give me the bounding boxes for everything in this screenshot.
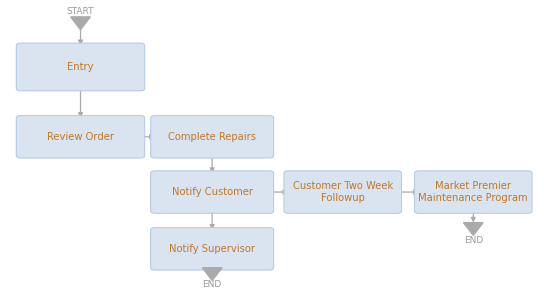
FancyBboxPatch shape: [151, 116, 274, 158]
Polygon shape: [463, 223, 483, 235]
Polygon shape: [202, 268, 222, 281]
Text: END: END: [202, 280, 222, 289]
FancyBboxPatch shape: [16, 116, 145, 158]
Text: END: END: [463, 236, 483, 244]
Text: Customer Two Week
Followup: Customer Two Week Followup: [293, 181, 393, 203]
Text: Review Order: Review Order: [47, 132, 114, 142]
Text: START: START: [67, 7, 94, 16]
Text: Market Premier
Maintenance Program: Market Premier Maintenance Program: [418, 181, 528, 203]
Text: Notify Customer: Notify Customer: [172, 187, 252, 197]
FancyBboxPatch shape: [415, 171, 532, 213]
Text: Entry: Entry: [67, 62, 94, 72]
FancyBboxPatch shape: [284, 171, 401, 213]
FancyBboxPatch shape: [151, 171, 274, 213]
Text: Complete Repairs: Complete Repairs: [168, 132, 256, 142]
FancyBboxPatch shape: [16, 43, 145, 91]
Text: Notify Supervisor: Notify Supervisor: [169, 244, 255, 254]
FancyBboxPatch shape: [151, 228, 274, 270]
Polygon shape: [71, 17, 90, 30]
